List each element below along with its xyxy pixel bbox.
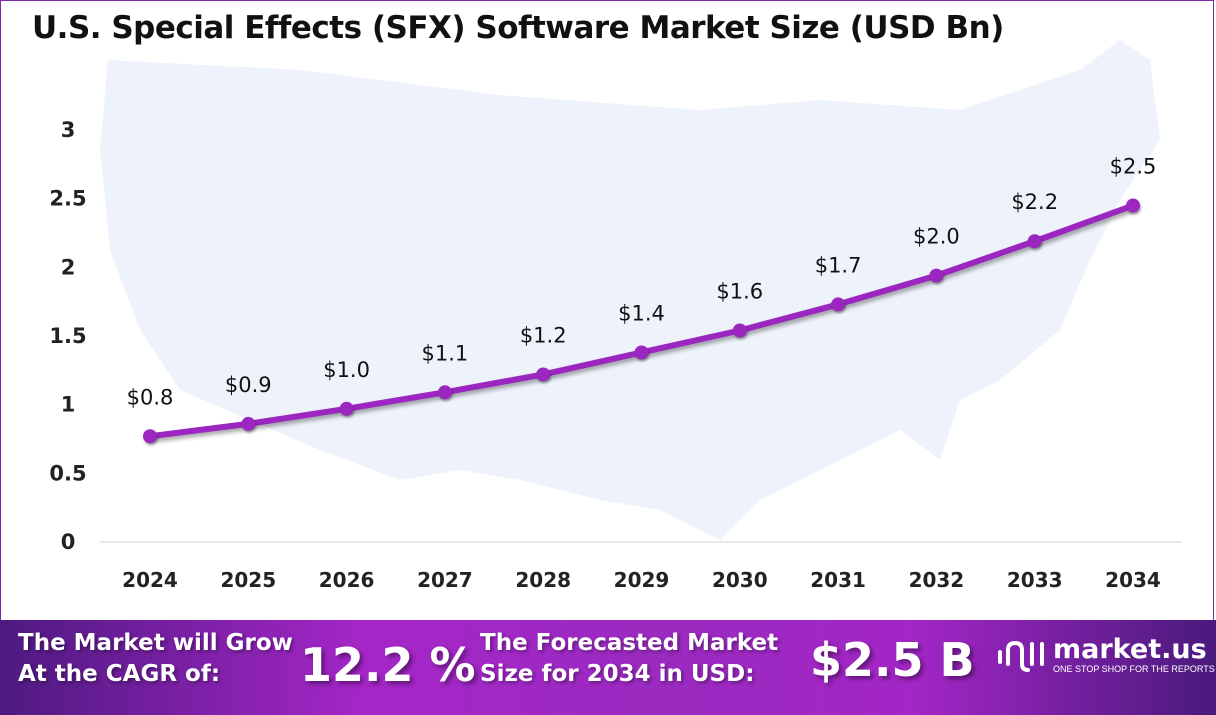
y-tick-label: 1.5 [49,324,86,348]
cagr-label-line1: The Market will Grow [18,630,293,656]
summary-banner: The Market will Grow At the CAGR of: 12.… [0,620,1216,715]
x-tick-label: 2025 [220,568,276,592]
cagr-label-line2: At the CAGR of: [18,661,221,687]
y-tick-label: 1 [61,393,76,417]
data-label: $1.7 [815,253,862,277]
data-label: $1.2 [520,323,567,347]
cagr-value: 12.2 % [300,638,476,692]
data-point [1126,198,1140,213]
cagr-label: The Market will Grow At the CAGR of: [18,628,293,690]
data-label: $2.5 [1110,155,1157,179]
y-tick-label: 2.5 [49,187,86,211]
logo-name: market.us [1053,634,1207,665]
data-label: $1.4 [618,301,665,325]
data-point [536,367,551,382]
data-label: $0.8 [127,385,174,409]
forecast-label: The Forecasted Market Size for 2034 in U… [480,628,778,690]
data-point [437,385,452,400]
data-point [241,416,256,431]
data-point [831,297,846,312]
data-label: $1.0 [323,358,370,382]
x-tick-label: 2027 [417,568,473,592]
forecast-value: $2.5 B [810,633,975,687]
data-label: $0.9 [225,373,272,397]
logo-tagline: ONE STOP SHOP FOR THE REPORTS [1053,664,1215,674]
forecast-label-line1: The Forecasted Market [480,630,779,656]
chart-title: U.S. Special Effects (SFX) Software Mark… [32,10,1004,46]
data-label: $2.2 [1011,190,1058,214]
x-tick-label: 2033 [1007,568,1063,592]
x-tick-label: 2029 [614,568,670,592]
data-label: $1.6 [716,280,763,304]
data-point [929,268,944,283]
x-tick-label: 2026 [319,568,375,592]
us-map-background [100,40,1160,540]
x-tick-label: 2032 [909,568,965,592]
data-point [1027,234,1042,249]
market-us-logo: market.us ONE STOP SHOP FOR THE REPORTS [996,636,1215,675]
data-point [143,429,157,444]
y-tick-label: 0 [61,530,76,554]
forecast-label-line2: Size for 2034 in USD: [480,661,755,687]
data-point [339,401,354,416]
data-label: $2.0 [913,225,960,249]
y-tick-label: 0.5 [49,461,86,485]
logo-icon [998,640,1044,672]
chart-frame [0,0,1214,620]
data-point [634,345,649,360]
y-tick-label: 2 [61,255,76,279]
data-point [732,323,747,338]
y-tick-label: 3 [61,118,76,142]
x-tick-label: 2031 [810,568,866,592]
x-tick-label: 2034 [1105,568,1161,592]
line-chart: 0 0.5 1 1.5 2 2.5 3 2024 2025 2026 2027 2028 2029 20… [49,40,1182,592]
x-tick-label: 2024 [122,568,178,592]
x-tick-label: 2030 [712,568,768,592]
x-tick-label: 2028 [515,568,571,592]
data-label: $1.1 [422,341,469,365]
